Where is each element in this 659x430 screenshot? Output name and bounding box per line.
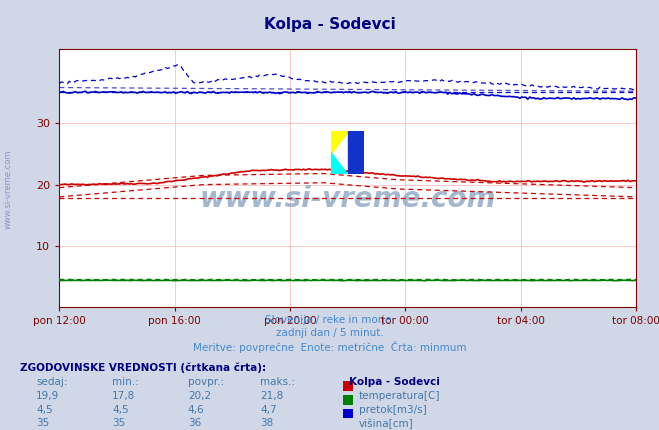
Text: višina[cm]: višina[cm] — [359, 418, 414, 429]
Text: 4,5: 4,5 — [36, 405, 53, 415]
Text: Kolpa - Sodevci: Kolpa - Sodevci — [349, 377, 440, 387]
Text: Kolpa - Sodevci: Kolpa - Sodevci — [264, 17, 395, 32]
Text: zadnji dan / 5 minut.: zadnji dan / 5 minut. — [275, 328, 384, 338]
Text: 35: 35 — [36, 418, 49, 428]
Text: povpr.:: povpr.: — [188, 377, 224, 387]
Text: 35: 35 — [112, 418, 125, 428]
Text: min.:: min.: — [112, 377, 139, 387]
Polygon shape — [331, 153, 348, 174]
Text: www.si-vreme.com: www.si-vreme.com — [4, 150, 13, 229]
Text: 20,2: 20,2 — [188, 391, 211, 401]
Polygon shape — [331, 131, 348, 153]
Text: sedaj:: sedaj: — [36, 377, 68, 387]
Text: ZGODOVINSKE VREDNOSTI (črtkana črta):: ZGODOVINSKE VREDNOSTI (črtkana črta): — [20, 362, 266, 372]
Text: maks.:: maks.: — [260, 377, 295, 387]
Text: 4,6: 4,6 — [188, 405, 204, 415]
Text: 36: 36 — [188, 418, 201, 428]
Text: 19,9: 19,9 — [36, 391, 59, 401]
Text: Meritve: povprečne  Enote: metrične  Črta: minmum: Meritve: povprečne Enote: metrične Črta:… — [192, 341, 467, 353]
Text: 4,5: 4,5 — [112, 405, 129, 415]
Text: Slovenija / reke in morje.: Slovenija / reke in morje. — [264, 315, 395, 325]
Text: www.si-vreme.com: www.si-vreme.com — [200, 185, 496, 213]
Text: pretok[m3/s]: pretok[m3/s] — [359, 405, 427, 415]
Polygon shape — [348, 131, 364, 174]
Text: 21,8: 21,8 — [260, 391, 283, 401]
Text: 17,8: 17,8 — [112, 391, 135, 401]
Text: 4,7: 4,7 — [260, 405, 277, 415]
Text: temperatura[C]: temperatura[C] — [359, 391, 441, 401]
Text: 38: 38 — [260, 418, 273, 428]
